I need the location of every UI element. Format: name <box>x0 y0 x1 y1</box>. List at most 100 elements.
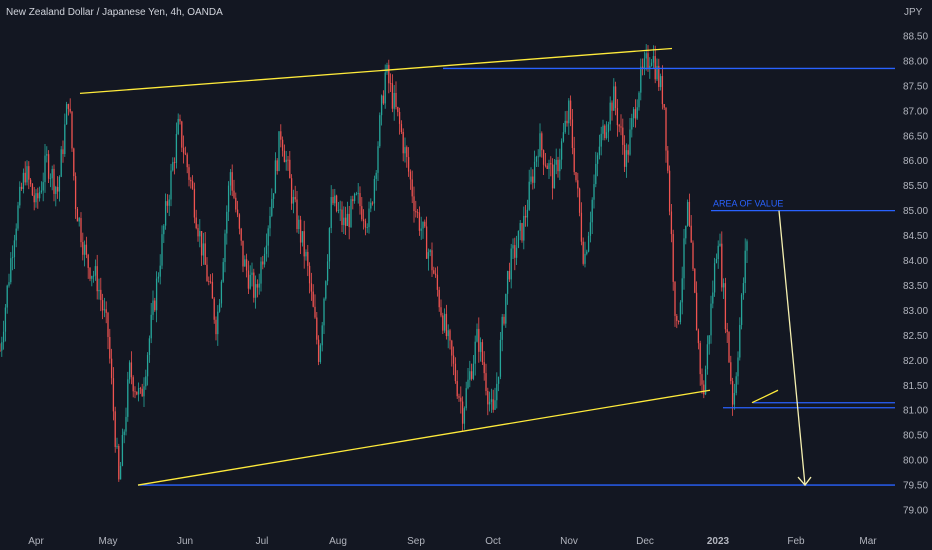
candle-body <box>116 445 118 447</box>
candle-body <box>326 261 329 282</box>
candle-body <box>679 302 682 322</box>
candle-body <box>359 193 361 207</box>
candle-body <box>143 386 145 397</box>
candle-body <box>292 196 295 204</box>
candle-body <box>370 202 372 209</box>
candle-body <box>463 408 466 424</box>
candle-body <box>488 401 491 405</box>
candle-body <box>217 311 219 335</box>
candle-body <box>724 283 727 330</box>
candle-body <box>67 104 70 109</box>
y-tick-label: 82.50 <box>903 331 928 342</box>
candle-body <box>517 230 520 248</box>
candle-body <box>130 362 133 378</box>
candle-body <box>245 259 248 271</box>
candle-body <box>339 209 341 211</box>
candle-body <box>715 259 718 264</box>
candle-body <box>121 434 124 466</box>
candle-body <box>1 342 3 351</box>
candle-body <box>253 272 255 298</box>
y-tick-label: 79.50 <box>903 481 928 492</box>
candle-body <box>224 233 226 263</box>
candle-body <box>76 208 79 222</box>
candle-body <box>56 187 59 192</box>
candle-body <box>661 76 664 105</box>
candle-body <box>739 324 741 358</box>
candle-body <box>100 289 102 301</box>
candle-body <box>638 92 640 108</box>
candle-body <box>233 190 235 198</box>
channel-upper-trendline[interactable] <box>79 47 673 95</box>
candle-body <box>150 314 152 339</box>
candle-body <box>742 283 745 295</box>
y-tick-label: 88.00 <box>903 56 928 67</box>
x-tick-label: Feb <box>787 536 805 547</box>
projection-arrow[interactable] <box>778 210 806 486</box>
candle-body <box>452 355 455 364</box>
candle-body <box>737 357 739 377</box>
candle-body <box>177 118 179 135</box>
candle-body <box>294 196 296 200</box>
drawings-layer: AREA OF VALUE <box>79 47 895 487</box>
candle-body <box>694 268 696 293</box>
candle-body <box>391 83 394 109</box>
candle-body <box>632 109 635 119</box>
candle-body <box>659 76 662 87</box>
candle-body <box>13 240 16 258</box>
candle-body <box>467 379 469 389</box>
candle-body <box>505 293 507 324</box>
candle-body <box>267 228 269 246</box>
candle-body <box>447 330 449 337</box>
candle-body <box>611 102 613 111</box>
candle-body <box>731 381 734 405</box>
candle-body <box>676 315 678 321</box>
candle-body <box>200 231 203 256</box>
candle-body <box>60 149 62 177</box>
channel-lower-trendline[interactable] <box>137 389 711 486</box>
candle-body <box>361 206 363 220</box>
candles-layer <box>0 44 748 482</box>
y-tick-label: 84.50 <box>903 231 928 242</box>
candle-body <box>328 228 331 262</box>
candle-body <box>472 363 475 379</box>
candle-body <box>587 235 590 252</box>
candle-body <box>92 275 95 277</box>
candle-body <box>193 188 196 218</box>
candle-body <box>335 195 338 211</box>
candle-body <box>434 273 437 275</box>
candle-body <box>618 125 620 127</box>
candle-body <box>625 150 628 167</box>
candle-body <box>188 167 190 180</box>
candle-body <box>364 221 367 228</box>
y-tick-label: 87.50 <box>903 81 928 92</box>
candle-body <box>461 401 464 424</box>
candle-body <box>388 64 390 84</box>
candle-body <box>337 210 340 211</box>
candle-body <box>703 384 705 395</box>
candle-body <box>613 86 615 111</box>
candle-body <box>51 168 53 179</box>
candle-body <box>65 104 68 125</box>
x-tick-label: 2023 <box>707 536 730 547</box>
candle-body <box>213 298 215 320</box>
candle-body <box>53 168 55 194</box>
candle-body <box>580 212 583 242</box>
y-tick-label: 84.00 <box>903 256 928 267</box>
candle-body <box>247 270 250 289</box>
y-tick-label: 86.50 <box>903 131 928 142</box>
candle-body <box>422 221 424 229</box>
candle-body <box>44 155 46 183</box>
candle-body <box>107 312 109 338</box>
candle-body <box>208 281 210 282</box>
short-trendline[interactable] <box>751 389 779 404</box>
candle-body <box>460 397 462 402</box>
candle-body <box>499 339 502 377</box>
candle-body <box>236 209 239 215</box>
candle-body <box>442 315 444 331</box>
candle-body <box>726 329 728 332</box>
candle-body <box>602 125 604 134</box>
candle-body <box>220 281 223 304</box>
candle-body <box>674 281 676 316</box>
candle-body <box>141 388 143 397</box>
